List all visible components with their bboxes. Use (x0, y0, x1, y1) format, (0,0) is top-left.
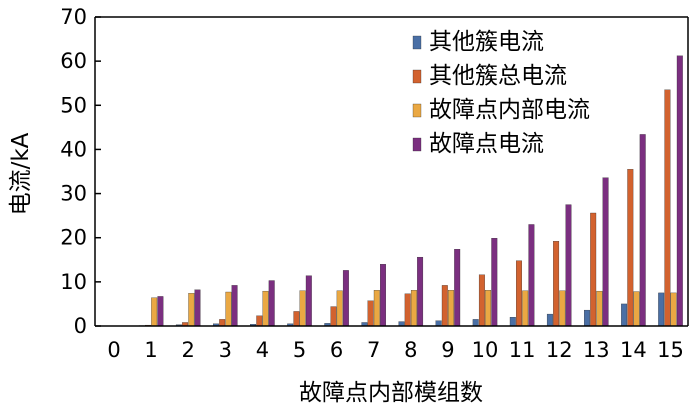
x-tick-label: 13 (583, 338, 610, 362)
bar-series-2-2 (188, 293, 195, 327)
bar-series-1-10 (478, 274, 485, 327)
y-tick-label: 50 (60, 93, 87, 117)
bar-series-2-15 (670, 292, 677, 327)
bar-series-1-3 (219, 319, 226, 327)
legend-swatch (412, 103, 422, 118)
y-tick-label: 70 (60, 5, 87, 29)
bar-series-3-3 (231, 285, 238, 327)
bar-series-1-12 (553, 241, 560, 327)
bar-series-3-13 (602, 177, 609, 327)
bar-series-2-4 (262, 290, 269, 327)
x-axis-title: 故障点内部模组数 (299, 380, 483, 406)
bar-series-0-11 (509, 317, 516, 327)
bar-series-3-14 (639, 134, 646, 327)
bar-series-3-8 (417, 256, 424, 327)
bar-series-2-14 (633, 291, 640, 327)
bar-series-0-9 (435, 320, 442, 327)
y-ticks-group: 0 10 20 30 40 50 60 70 (60, 5, 101, 338)
legend-label: 其他簇总电流 (429, 63, 567, 89)
x-tick-label: 5 (293, 338, 306, 362)
y-tick-label: 0 (74, 314, 87, 338)
bar-series-3-15 (676, 55, 683, 327)
legend-swatch (412, 35, 422, 50)
bar-series-1-14 (627, 169, 634, 327)
legend-label: 故障点内部电流 (429, 97, 590, 123)
x-tick-label: 10 (472, 338, 499, 362)
bar-series-1-4 (256, 315, 263, 327)
y-tick-label: 40 (60, 137, 87, 161)
y-tick-label: 60 (60, 49, 87, 73)
bar-series-2-9 (448, 290, 454, 327)
bar-series-0-15 (658, 292, 665, 327)
bar-series-2-8 (410, 290, 417, 327)
x-tick-label: 7 (367, 338, 380, 362)
x-ticks-group: 0 1 2 3 4 5 6 7 8 9 10 11 12 13 14 15 (107, 338, 684, 362)
bar-series-2-5 (299, 290, 306, 327)
bar-series-2-1 (151, 297, 158, 327)
x-tick-label: 0 (107, 338, 120, 362)
bar-series-1-8 (404, 293, 411, 327)
bar-series-3-6 (342, 270, 349, 327)
bar-series-0-12 (546, 313, 553, 327)
bar-series-0-13 (584, 309, 590, 327)
x-tick-label: 12 (546, 338, 573, 362)
bar-series-1-6 (330, 306, 337, 327)
legend-swatch (412, 69, 422, 84)
x-tick-label: 2 (182, 338, 195, 362)
x-tick-label: 15 (657, 338, 684, 362)
bar-series-1-5 (293, 311, 300, 327)
bar-series-0-14 (621, 303, 628, 327)
bar-series-1-15 (664, 89, 671, 327)
bar-series-2-12 (559, 290, 566, 327)
legend-swatch (412, 137, 422, 152)
bar-series-3-4 (268, 280, 275, 327)
bar-series-2-11 (522, 290, 529, 327)
bar-series-3-12 (565, 204, 572, 327)
bar-series-2-13 (596, 290, 603, 327)
bar-series-3-1 (157, 296, 164, 327)
bar-series-2-6 (336, 290, 343, 327)
bar-series-3-7 (380, 264, 386, 327)
y-tick-label: 20 (60, 226, 87, 250)
y-tick-label: 10 (60, 270, 87, 294)
x-tick-label: 3 (219, 338, 232, 362)
bar-series-1-9 (441, 285, 448, 327)
x-tick-label: 8 (404, 338, 417, 362)
x-tick-label: 6 (330, 338, 343, 362)
x-tick-label: 14 (620, 338, 647, 362)
legend-label: 故障点电流 (429, 131, 544, 157)
x-tick-label: 1 (144, 338, 157, 362)
bar-series-3-10 (491, 238, 498, 327)
bar-series-2-10 (485, 290, 492, 327)
bar-series-1-11 (516, 260, 522, 327)
y-axis-title: 电流/kA (8, 132, 34, 215)
y-tick-label: 30 (60, 182, 87, 206)
bar-series-0-10 (472, 319, 479, 327)
x-tick-label: 9 (441, 338, 454, 362)
bar-series-3-5 (305, 275, 312, 327)
bars-group (138, 55, 683, 327)
bar-series-3-11 (528, 224, 535, 327)
bar-series-1-7 (367, 300, 374, 327)
bar-series-3-2 (194, 289, 201, 327)
x-tick-label: 4 (256, 338, 269, 362)
axes-group (94, 16, 689, 327)
x-tick-label: 11 (509, 338, 536, 362)
legend-label: 其他簇电流 (429, 29, 544, 55)
bar-series-2-3 (225, 291, 232, 327)
bar-series-2-7 (373, 290, 380, 327)
bar-series-3-9 (454, 249, 461, 327)
bar-series-1-13 (590, 212, 597, 327)
